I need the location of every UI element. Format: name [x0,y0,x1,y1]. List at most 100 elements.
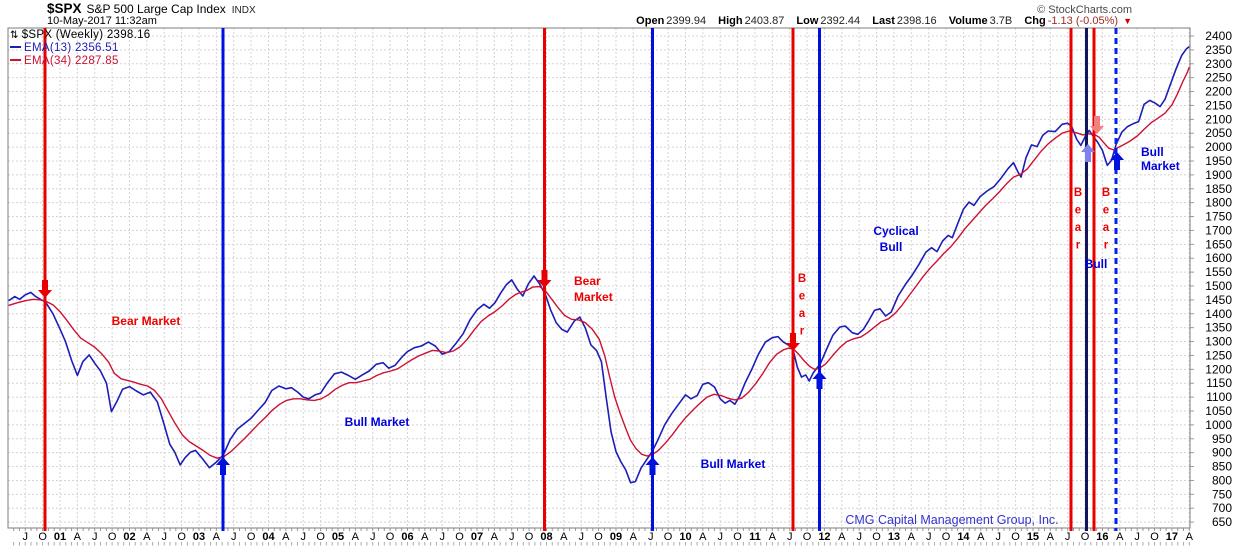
svg-text:A: A [282,531,290,543]
svg-text:10: 10 [679,531,691,543]
svg-text:2000: 2000 [1205,140,1232,154]
change-down-triangle-icon: ▼ [1123,16,1132,26]
copyright: © StockCharts.com [1037,4,1132,16]
svg-text:1100: 1100 [1206,390,1232,404]
svg-text:Cyclical: Cyclical [873,224,918,238]
buy-arrow-icon [645,457,660,475]
svg-text:2050: 2050 [1205,126,1232,140]
sell-arrow-icon [537,270,552,288]
svg-text:1500: 1500 [1205,279,1232,293]
svg-text:A: A [74,531,82,543]
svg-text:O: O [664,531,673,543]
svg-text:05: 05 [332,531,344,543]
buy-arrow-icon [812,371,827,389]
svg-text:J: J [1065,531,1071,543]
svg-text:2150: 2150 [1205,98,1232,112]
svg-text:J: J [926,531,932,543]
svg-text:2300: 2300 [1205,57,1232,71]
grid [8,28,1190,528]
svg-text:09: 09 [610,531,622,543]
svg-text:03: 03 [193,531,205,543]
svg-text:O: O [177,531,186,543]
svg-text:1900: 1900 [1205,168,1232,182]
svg-text:13: 13 [888,531,900,543]
svg-text:1350: 1350 [1205,321,1232,335]
svg-text:J: J [787,531,793,543]
svg-text:900: 900 [1212,446,1232,460]
svg-text:2350: 2350 [1205,43,1232,57]
svg-text:e: e [799,291,805,303]
svg-text:Bull: Bull [1141,145,1164,159]
svg-text:B: B [1102,187,1110,199]
svg-text:15: 15 [1027,531,1039,543]
svg-text:17: 17 [1166,531,1178,543]
updown-arrows-icon: ⇅ [10,30,19,41]
svg-text:750: 750 [1212,487,1232,501]
svg-text:950: 950 [1212,432,1232,446]
svg-text:A: A [213,531,221,543]
svg-text:06: 06 [401,531,413,543]
sell-arrow-icon [786,333,800,351]
svg-text:O: O [108,531,117,543]
buy-arrow-icon [216,457,230,475]
svg-text:Bull Market: Bull Market [345,415,410,429]
svg-text:1850: 1850 [1205,182,1232,196]
svg-text:800: 800 [1212,473,1232,487]
ema13-line [8,45,1190,484]
svg-text:e: e [1075,205,1081,217]
svg-text:A: A [699,531,707,543]
svg-text:J: J [1134,531,1140,543]
svg-text:J: J [439,531,445,543]
quote-change: Chg -1.13 (-0.05%) [1024,15,1119,27]
svg-text:O: O [247,531,256,543]
svg-text:A: A [630,531,638,543]
svg-text:e: e [1103,205,1109,217]
svg-text:B: B [1074,187,1082,199]
svg-text:J: J [370,531,376,543]
svg-text:2400: 2400 [1205,29,1232,43]
svg-text:1750: 1750 [1205,210,1232,224]
svg-text:Market: Market [574,290,613,304]
chart-datetime: 10-May-2017 11:32am [47,15,157,27]
sell-arrow-icon [38,280,52,298]
svg-text:1800: 1800 [1205,196,1232,210]
svg-text:650: 650 [1212,515,1232,529]
quote-high: High 2403.87 [718,15,785,27]
svg-text:J: J [161,531,167,543]
svg-text:O: O [872,531,881,543]
svg-text:1200: 1200 [1205,362,1232,376]
svg-text:16: 16 [1096,531,1108,543]
svg-text:A: A [421,531,429,543]
svg-text:A: A [560,531,568,543]
svg-text:14: 14 [957,531,970,543]
quote-summary: Open 2399.94 High 2403.87 Low 2392.44 Last 2… [627,15,1132,27]
buy-arrow-icon [1081,144,1095,162]
svg-text:1700: 1700 [1205,223,1232,237]
svg-text:J: J [578,531,584,543]
svg-text:Bear Market: Bear Market [112,314,181,328]
svg-text:Bull Market: Bull Market [701,457,766,471]
svg-text:O: O [942,531,951,543]
ema13-color-swatch [10,46,21,49]
svg-text:J: J [509,531,515,543]
plot-frame [7,27,1191,529]
svg-text:A: A [977,531,985,543]
svg-text:Bull: Bull [1085,257,1108,271]
svg-text:J: J [300,531,306,543]
svg-text:A: A [769,531,777,543]
svg-text:r: r [800,326,805,338]
svg-text:12: 12 [818,531,830,543]
svg-text:A: A [143,531,151,543]
buy-arrow-icon [1110,152,1124,170]
svg-text:1000: 1000 [1205,418,1232,432]
svg-text:02: 02 [123,531,135,543]
axis-ticks [13,35,1194,546]
credit-text: CMG Capital Management Group, Inc. [845,513,1058,527]
svg-text:1150: 1150 [1206,376,1232,390]
ema34-color-swatch [10,58,21,61]
legend-ema34-row: EMA(34) 2287.85 [10,55,151,67]
svg-text:J: J [231,531,237,543]
legend-ema13-label: EMA(13) 2356.51 [24,42,119,55]
